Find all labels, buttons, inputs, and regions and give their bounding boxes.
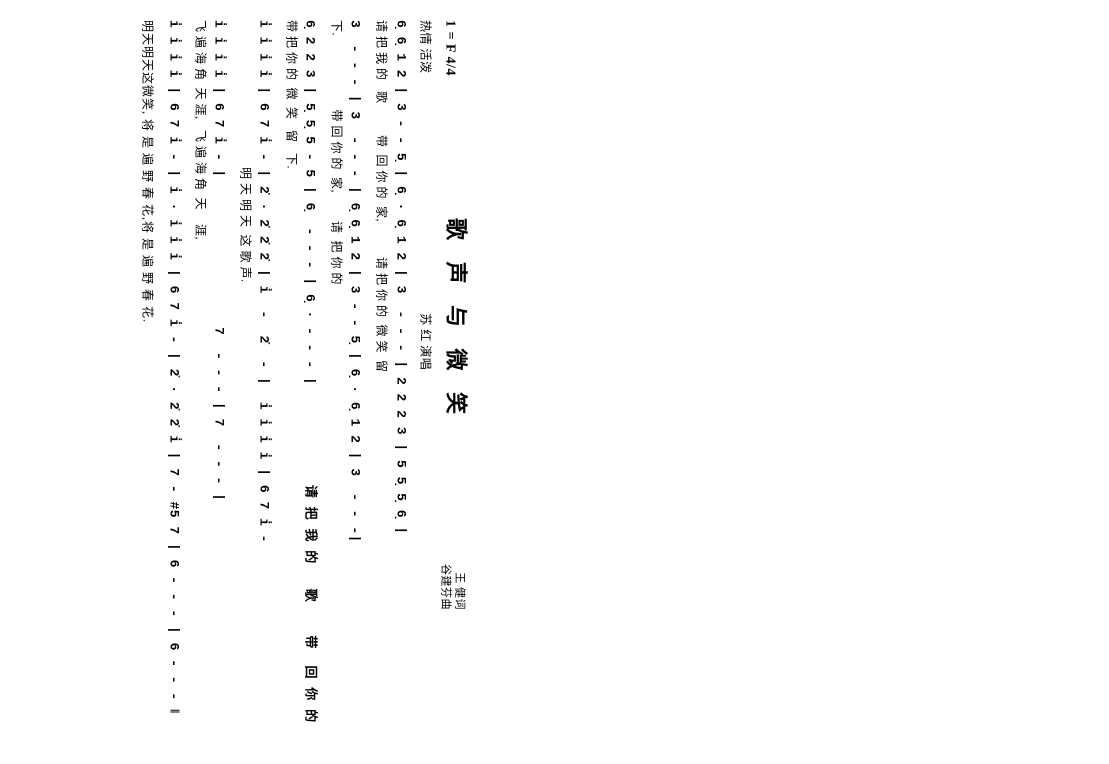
- lyric-line: 下. 带 回 你 的 家, 请 把 你 的: [326, 20, 345, 610]
- credits: 王 健词 谷建芬曲: [438, 564, 467, 610]
- notation-line: i̇ i̇ i̇ i̇ | 6 7 i̇ - | i̇ · i̇ i̇ i̇ |…: [164, 20, 182, 610]
- tempo-marking: 热情 活泼: [415, 20, 434, 74]
- music-line: i̇ i̇ i̇ i̇ | 6 7 i̇ - | 2̇ · 2̇ 2̇ 2̇ |…: [235, 20, 272, 610]
- music-sheet: 1 = F 4/4 歌 声 与 微 笑 王 健词 谷建芬曲 热情 活泼 苏 红 …: [137, 20, 474, 610]
- lyric-line: 请 把 我 的 歌 带 回 你 的 家, 请 把 你 的 微 笑 留: [372, 20, 391, 610]
- header-row: 1 = F 4/4 歌 声 与 微 笑 王 健词 谷建芬曲: [438, 20, 473, 610]
- music-line: 6̣ 2 2 3 | 5̣ 5̣ 5 - 5 | 6̣ - - - | 6̣ ·…: [281, 20, 318, 610]
- lyricist: 王 健词: [452, 564, 466, 610]
- music-line: i̇ i̇ i̇ i̇ | 6 7 i̇ - | 7 - - - | 7 - -…: [190, 20, 227, 610]
- singer: 苏 红 演唱: [415, 313, 434, 370]
- sub-header: 热情 活泼 苏 红 演唱: [415, 20, 434, 610]
- music-line: 6̣ 6̣ 1 2 | 3 - - 5̣ | 6̣ · 6̣ 1 2 | 3 -…: [372, 20, 409, 610]
- lyric-line: 带 把 你 的 微 笑 留 下.: [281, 20, 300, 610]
- notation-line: 6̣ 6̣ 1 2 | 3 - - 5̣ | 6̣ · 6̣ 1 2 | 3 -…: [391, 20, 409, 610]
- composer: 谷建芬曲: [438, 564, 452, 610]
- music-line: i̇ i̇ i̇ i̇ | 6 7 i̇ - | i̇ · i̇ i̇ i̇ |…: [164, 20, 182, 610]
- lyric-line: 明 天 明 天 这 歌 声.: [235, 20, 254, 610]
- notation-line: 3 - - - | 3 - - - | 6̣ 6̣ 1 2 | 3 - - 5̣…: [345, 20, 363, 610]
- notation-body: 6̣ 6̣ 1 2 | 3 - - 5̣ | 6̣ · 6̣ 1 2 | 3 -…: [164, 20, 409, 610]
- music-line: 3 - - - | 3 - - - | 6̣ 6̣ 1 2 | 3 - - 5̣…: [326, 20, 363, 610]
- key-signature: 1 = F 4/4: [438, 20, 460, 76]
- notation-line: i̇ i̇ i̇ i̇ | 6 7 i̇ - | 2̇ · 2̇ 2̇ 2̇ |…: [255, 20, 273, 610]
- notation-line: 6̣ 2 2 3 | 5̣ 5̣ 5 - 5 | 6̣ - - - | 6̣ ·…: [300, 20, 318, 610]
- song-title: 歌 声 与 微 笑: [438, 76, 473, 564]
- final-lyric: 明天明天这微笑, 将 是 遍 野 春 花,将 是 遍 野 春 花.: [137, 20, 156, 610]
- lyric-line: 飞 遍 海 角 天 涯, 飞 遍 海 角 天 涯,: [190, 20, 209, 610]
- notation-line: i̇ i̇ i̇ i̇ | 6 7 i̇ - | 7 - - - | 7 - -…: [209, 20, 227, 610]
